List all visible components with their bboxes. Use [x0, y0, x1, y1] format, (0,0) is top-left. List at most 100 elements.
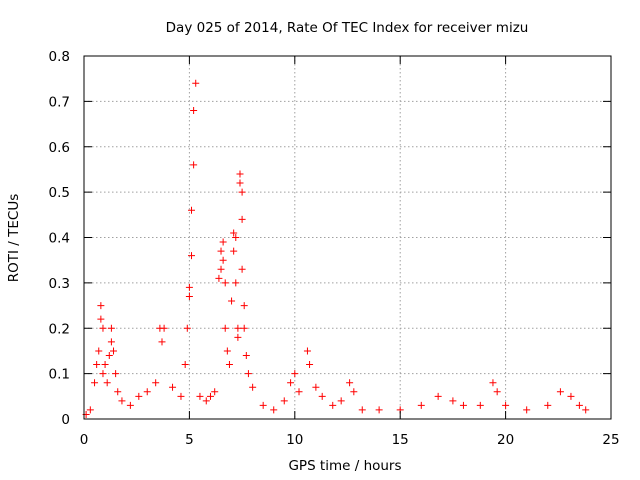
data-point	[434, 392, 442, 400]
data-point	[185, 283, 193, 291]
y-tick-label: 0.3	[49, 276, 70, 292]
data-point	[225, 361, 233, 369]
x-axis-label: GPS time / hours	[288, 458, 401, 474]
y-tick-label: 0.5	[49, 185, 70, 201]
x-tick-label: 0	[80, 432, 89, 448]
y-tick-label: 0.1	[49, 367, 70, 383]
data-point	[101, 361, 109, 369]
data-point	[228, 297, 236, 305]
chart-title: Day 025 of 2014, Rate Of TEC Index for r…	[166, 20, 529, 36]
y-tick-label: 0.7	[49, 94, 70, 110]
data-point	[346, 379, 354, 387]
data-point	[103, 379, 111, 387]
data-point	[280, 397, 288, 405]
data-point	[97, 302, 105, 310]
plot-frame	[83, 55, 612, 420]
data-point	[337, 397, 345, 405]
data-point	[232, 279, 240, 287]
grid	[84, 56, 611, 419]
data-point	[249, 383, 257, 391]
data-point	[242, 351, 250, 359]
data-point	[567, 392, 575, 400]
data-point	[223, 347, 231, 355]
data-point	[489, 379, 497, 387]
y-tick-label: 0.2	[49, 321, 70, 337]
data-point	[234, 324, 242, 332]
data-point	[215, 274, 223, 282]
data-point	[160, 324, 168, 332]
tick-marks	[83, 55, 612, 420]
data-point	[99, 324, 107, 332]
data-point	[105, 351, 113, 359]
data-point	[181, 361, 189, 369]
data-point	[329, 401, 337, 409]
data-point	[476, 401, 484, 409]
data-point	[99, 370, 107, 378]
data-point	[295, 388, 303, 396]
data-point	[449, 397, 457, 405]
data-point	[206, 392, 214, 400]
data-point	[236, 179, 244, 187]
data-point	[114, 388, 122, 396]
data-point	[312, 383, 320, 391]
data-point	[217, 247, 225, 255]
y-tick-labels: 0 0.1 0.2 0.3 0.4 0.5 0.6 0.7 0.8	[49, 49, 70, 428]
data-point	[190, 161, 198, 169]
data-point	[152, 379, 160, 387]
data-point	[544, 401, 552, 409]
x-tick-labels: 0 5 10 15 20 25	[80, 432, 620, 448]
y-tick-label: 0.8	[49, 49, 70, 65]
data-point	[112, 370, 120, 378]
data-point	[287, 379, 295, 387]
data-point	[97, 315, 105, 323]
data-point	[143, 388, 151, 396]
data-point	[202, 397, 210, 405]
data-point	[188, 206, 196, 214]
x-tick-label: 15	[392, 432, 409, 448]
data-point	[244, 370, 252, 378]
data-point	[135, 392, 143, 400]
data-point	[230, 247, 238, 255]
data-point	[358, 406, 366, 414]
data-point	[523, 406, 531, 414]
data-point	[240, 302, 248, 310]
data-point	[234, 333, 242, 341]
data-point	[582, 406, 590, 414]
y-tick-label: 0.6	[49, 140, 70, 156]
roti-series	[82, 79, 590, 418]
data-point	[93, 361, 101, 369]
data-point	[303, 347, 311, 355]
data-point	[417, 401, 425, 409]
data-point	[183, 324, 191, 332]
data-point	[240, 324, 248, 332]
data-point	[230, 229, 238, 237]
data-point	[459, 401, 467, 409]
data-point	[107, 324, 115, 332]
data-point	[107, 338, 115, 346]
data-point	[217, 265, 225, 273]
data-point	[493, 388, 501, 396]
data-point	[188, 252, 196, 260]
data-point	[86, 406, 94, 414]
x-tick-label: 20	[497, 432, 514, 448]
data-point	[158, 338, 166, 346]
data-point	[190, 106, 198, 114]
data-point	[221, 324, 229, 332]
x-tick-label: 5	[185, 432, 194, 448]
data-point	[126, 401, 134, 409]
data-point	[556, 388, 564, 396]
y-tick-label: 0.4	[49, 231, 70, 247]
data-point	[169, 383, 177, 391]
data-point	[211, 388, 219, 396]
x-tick-label: 25	[602, 432, 619, 448]
data-point	[238, 188, 246, 196]
data-point	[219, 256, 227, 264]
data-point	[575, 401, 583, 409]
data-point	[238, 215, 246, 223]
data-point	[192, 79, 200, 87]
data-point	[291, 370, 299, 378]
data-point	[185, 292, 193, 300]
data-point	[118, 397, 126, 405]
data-point	[95, 347, 103, 355]
